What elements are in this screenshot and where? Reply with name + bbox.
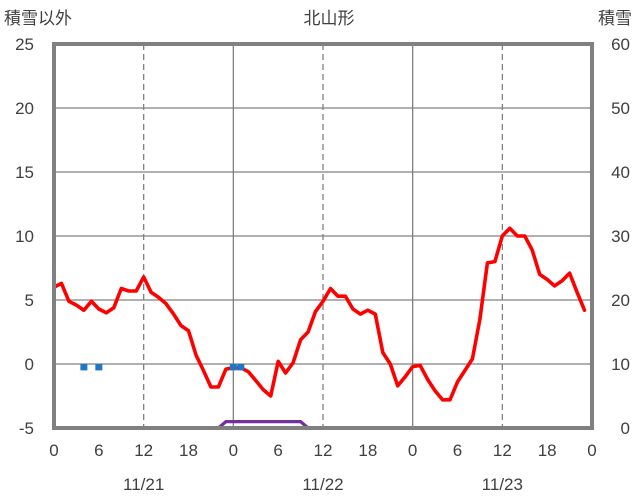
x-tick-label: 18	[358, 441, 377, 460]
right-tick-label: 0	[621, 419, 630, 438]
x-tick-label: 0	[408, 441, 417, 460]
right-tick-label: 50	[611, 99, 630, 118]
right-tick-label: 60	[611, 35, 630, 54]
left-tick-label: 20	[15, 99, 34, 118]
precipitation-bar	[95, 364, 103, 371]
left-axis-label: 積雪以外	[4, 9, 72, 28]
left-tick-label: -5	[19, 419, 34, 438]
x-tick-label: 6	[273, 441, 282, 460]
x-tick-label: 0	[587, 441, 596, 460]
right-tick-label: 10	[611, 355, 630, 374]
right-axis-label: 積雪	[598, 9, 632, 28]
x-tick-label: 6	[453, 441, 462, 460]
x-tick-label: 0	[49, 441, 58, 460]
left-tick-label: 15	[15, 163, 34, 182]
precipitation-bar	[80, 364, 88, 371]
x-tick-label: 6	[94, 441, 103, 460]
right-tick-label: 30	[611, 227, 630, 246]
x-tick-label: 18	[179, 441, 198, 460]
x-tick-label: 0	[229, 441, 238, 460]
precipitation-bar	[237, 364, 245, 371]
temperature-line	[52, 226, 587, 402]
x-tick-label: 12	[134, 441, 153, 460]
left-tick-label: 5	[25, 291, 34, 310]
day-label: 11/23	[482, 475, 523, 494]
left-tick-label: 25	[15, 35, 34, 54]
day-label: 11/21	[123, 475, 164, 494]
x-tick-label: 18	[538, 441, 557, 460]
plot-frame	[52, 42, 594, 430]
x-tick-label: 12	[493, 441, 512, 460]
x-tick-label: 12	[314, 441, 333, 460]
right-tick-label: 20	[611, 291, 630, 310]
chart-title: 北山形	[304, 9, 355, 28]
precipitation-bar	[229, 364, 237, 371]
grid	[54, 44, 592, 428]
left-tick-label: 0	[25, 355, 34, 374]
day-label: 11/22	[302, 475, 343, 494]
left-tick-label: 10	[15, 227, 34, 246]
right-tick-label: 40	[611, 163, 630, 182]
